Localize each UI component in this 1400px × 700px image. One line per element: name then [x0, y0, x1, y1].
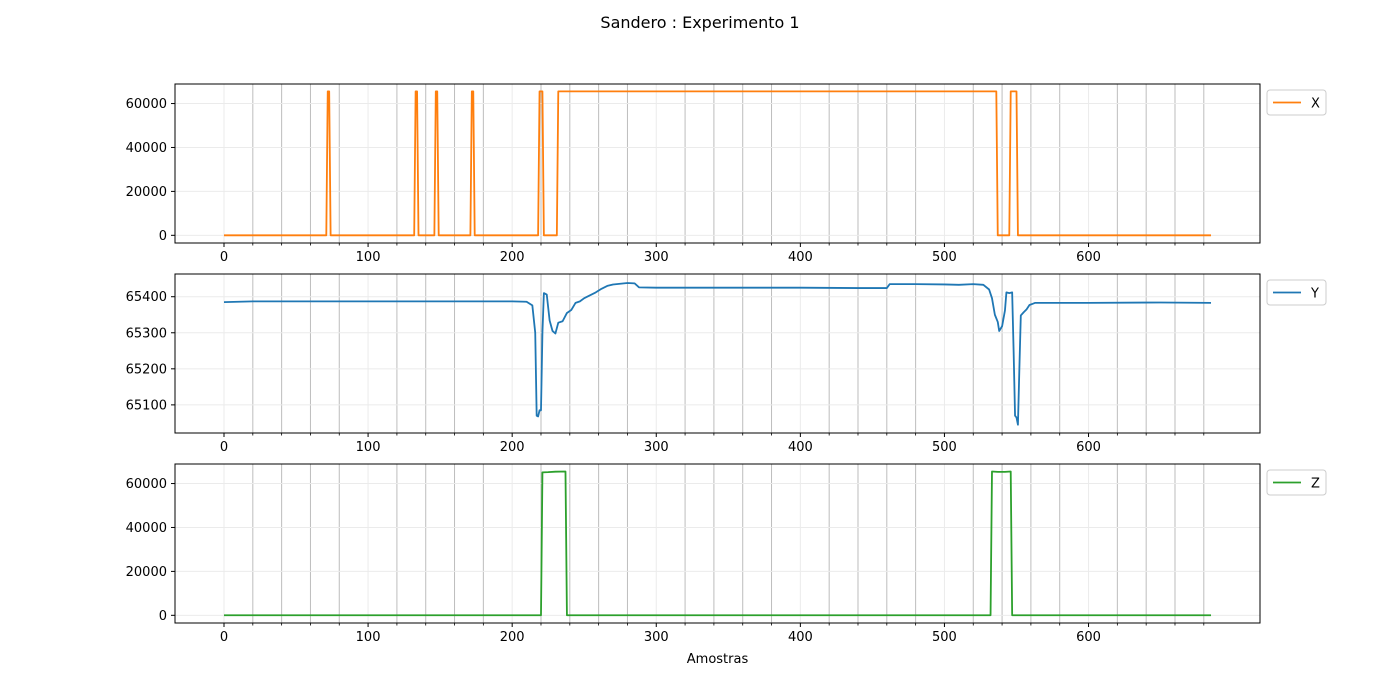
x-tick-label: 200 — [500, 250, 525, 265]
x-tick-label: 200 — [500, 440, 525, 455]
y-tick-label: 40000 — [126, 141, 167, 156]
y-tick-label: 40000 — [126, 521, 167, 536]
x-tick-label: 600 — [1076, 440, 1101, 455]
x-tick-label: 300 — [644, 440, 669, 455]
x-tick-label: 100 — [356, 250, 381, 265]
x-axis-label: Amostras — [687, 652, 749, 667]
axes-frame — [174, 463, 1261, 624]
subplot-3: 0 100 200 300 400 500 600 0 20000 40000 60000 Amost… — [126, 463, 1327, 667]
y-tick-label: 0 — [159, 609, 167, 624]
axes-frame — [174, 273, 1261, 434]
x-tick-label: 600 — [1076, 630, 1101, 645]
legend: Z — [1266, 469, 1327, 496]
legend-label: Y — [1310, 287, 1319, 302]
x-tick-label: 0 — [220, 630, 228, 645]
x-tick-label: 0 — [220, 250, 228, 265]
x-tick-label: 300 — [644, 630, 669, 645]
x-tick-label: 600 — [1076, 250, 1101, 265]
x-tick-label: 0 — [220, 440, 228, 455]
legend: X — [1266, 89, 1327, 116]
y-tick-label: 20000 — [126, 565, 167, 580]
x-tick-label: 500 — [932, 630, 957, 645]
x-tick-label: 500 — [932, 440, 957, 455]
x-tick-label: 500 — [932, 250, 957, 265]
legend-label: Z — [1311, 477, 1320, 492]
y-tick-label: 65400 — [126, 290, 167, 305]
x-tick-label: 300 — [644, 250, 669, 265]
y-tick-label: 65300 — [126, 326, 167, 341]
x-tick-label: 100 — [356, 630, 381, 645]
x-tick-label: 100 — [356, 440, 381, 455]
subplot-1: 0 100 200 300 400 500 600 0 20000 40000 60000 X — [126, 83, 1327, 265]
axes-frame — [174, 83, 1261, 244]
x-tick-label: 200 — [500, 630, 525, 645]
series-line-Z — [223, 470, 1212, 617]
figure-title: Sandero : Experimento 1 — [600, 13, 799, 32]
y-tick-label: 0 — [159, 229, 167, 244]
legend-label: X — [1311, 97, 1320, 112]
subplot-2: 0 100 200 300 400 500 600 65100 65200 65300 65400 Y — [126, 273, 1327, 455]
y-tick-label: 65100 — [126, 398, 167, 413]
y-tick-label: 65200 — [126, 362, 167, 377]
y-tick-label: 20000 — [126, 185, 167, 200]
x-tick-label: 400 — [788, 440, 813, 455]
series-line-X — [223, 90, 1212, 237]
x-tick-label: 400 — [788, 250, 813, 265]
legend: Y — [1266, 279, 1327, 306]
y-tick-label: 60000 — [126, 477, 167, 492]
series-line-Y — [223, 282, 1212, 426]
y-tick-label: 60000 — [126, 97, 167, 112]
x-tick-label: 400 — [788, 630, 813, 645]
